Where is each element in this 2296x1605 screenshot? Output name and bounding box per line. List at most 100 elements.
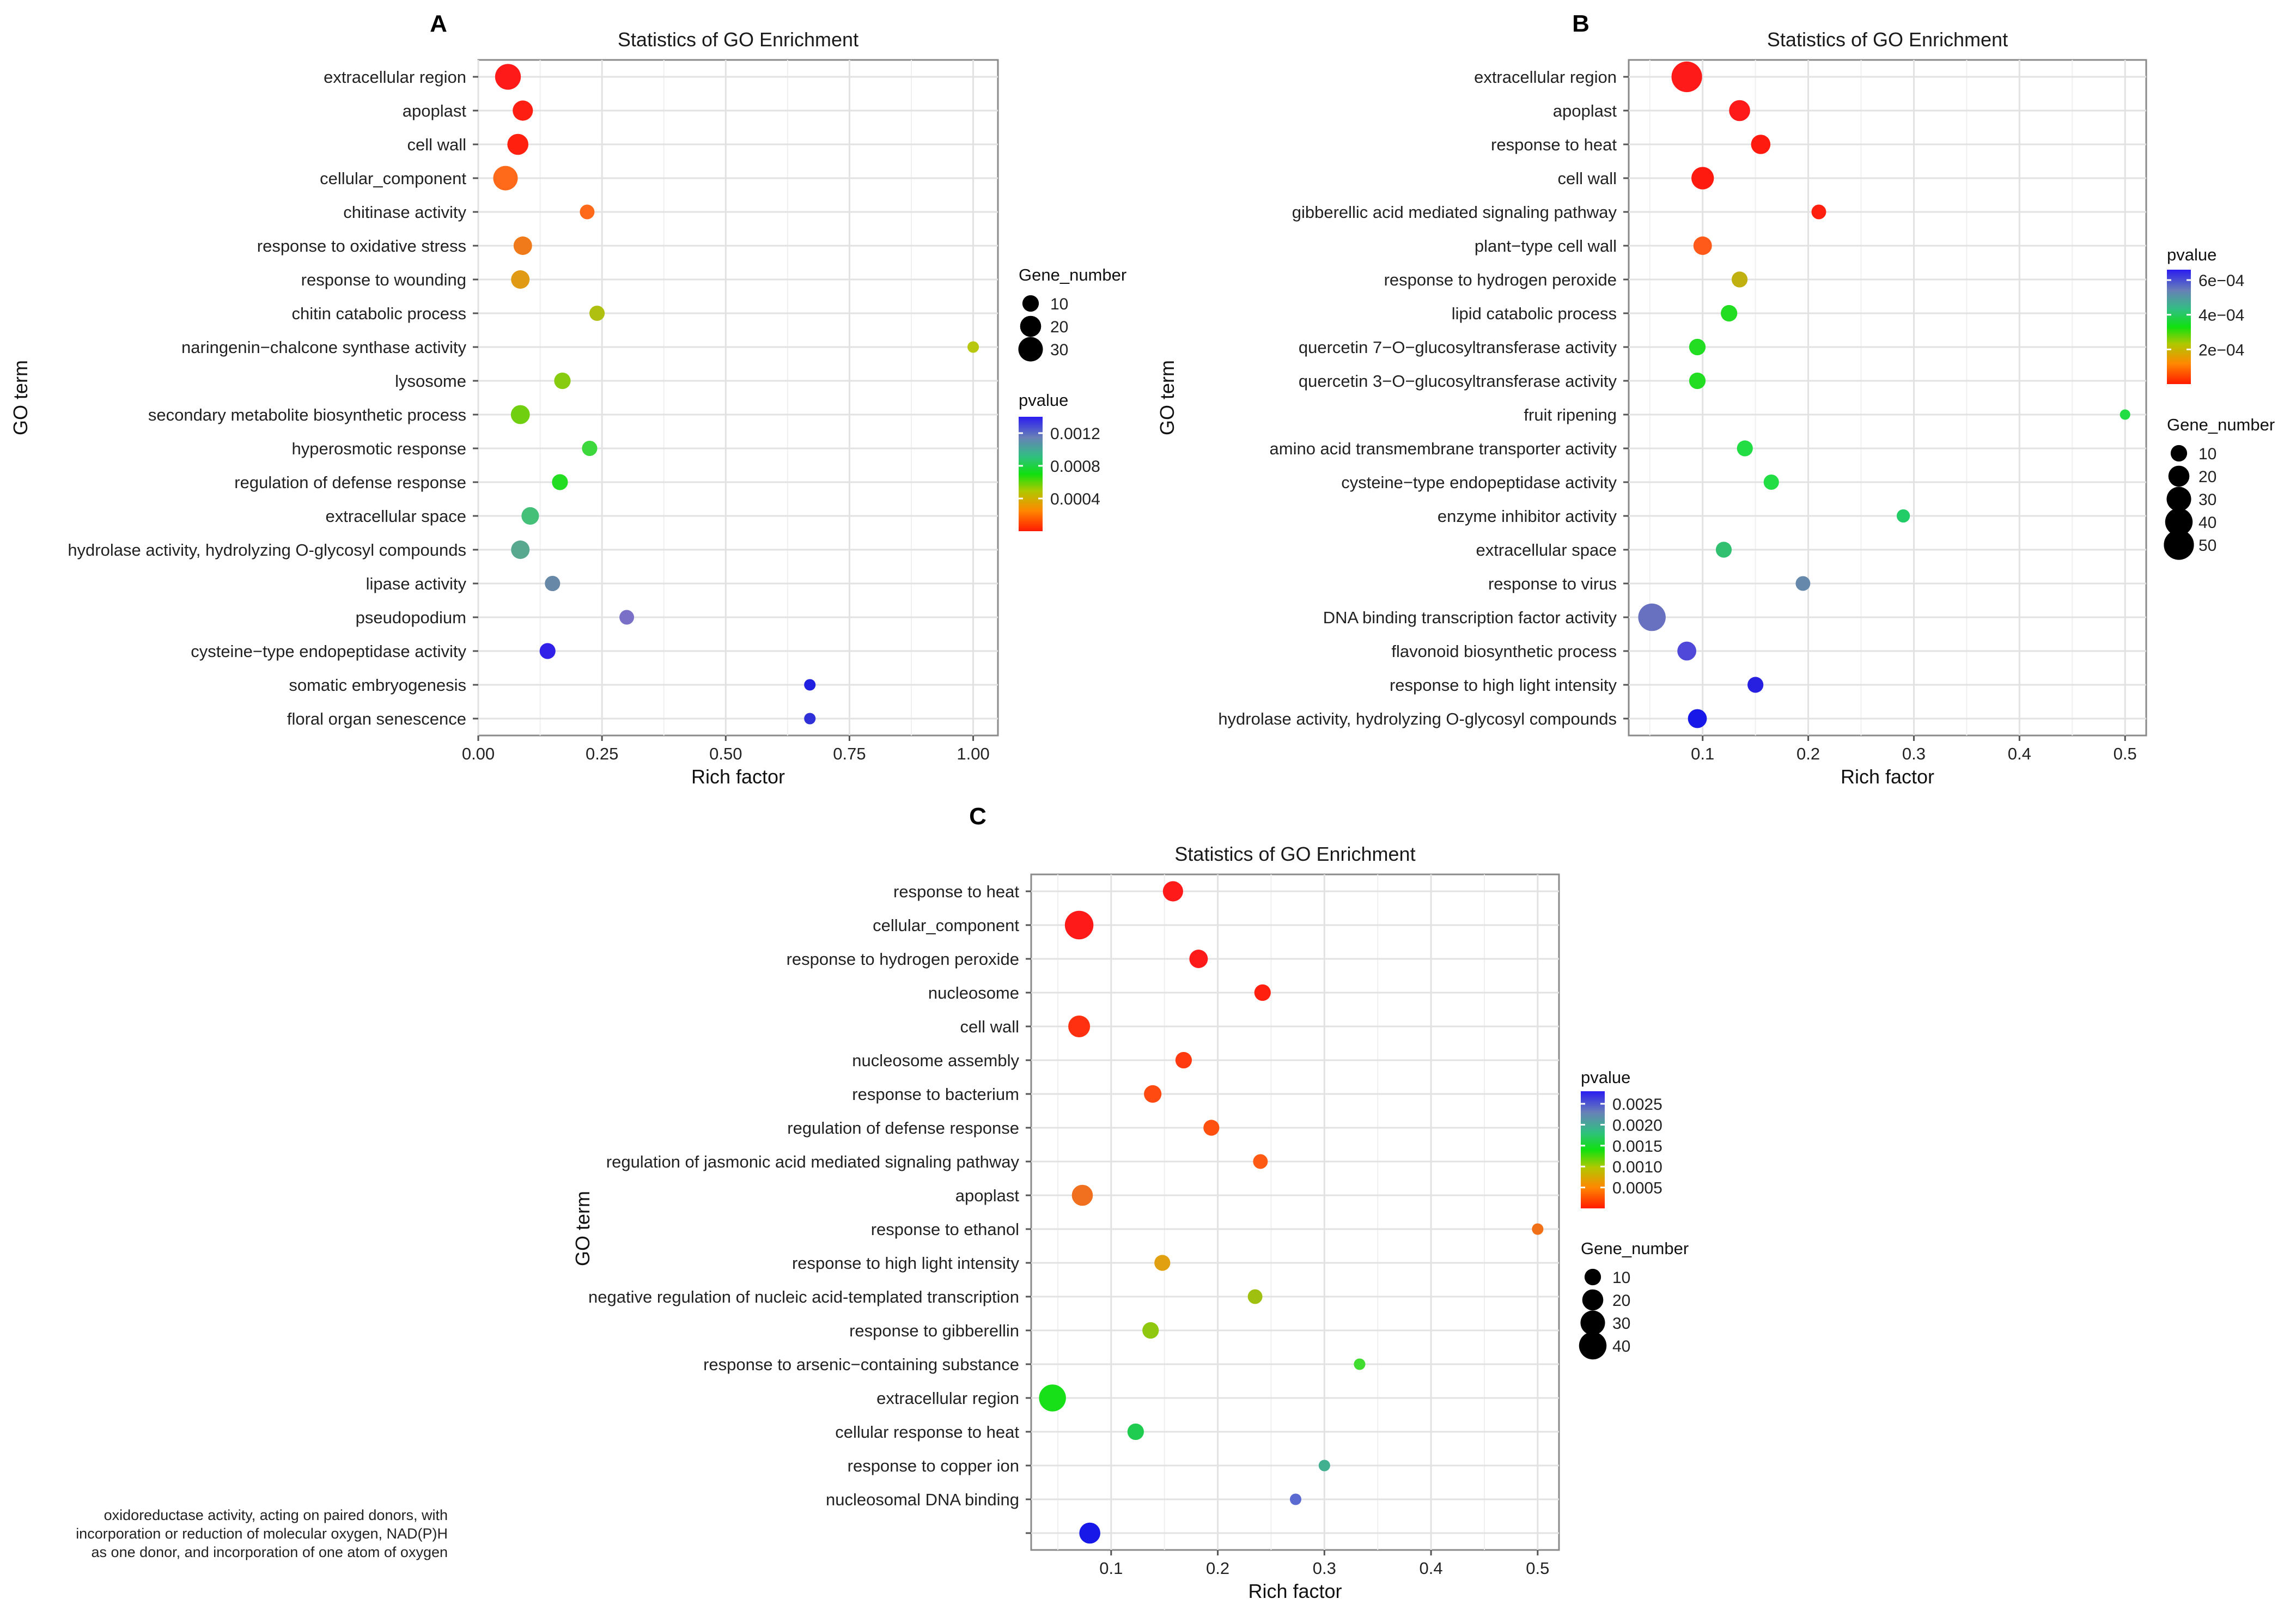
data-point [511, 270, 530, 289]
data-point [589, 305, 605, 321]
y-tick-label: response to high light intensity [1390, 676, 1617, 695]
data-point [1189, 950, 1208, 968]
data-point [1721, 305, 1738, 322]
y-tick-label: floral organ senescence [287, 709, 466, 728]
data-point [1763, 474, 1779, 490]
pvalue-colorbar [1581, 1091, 1605, 1208]
data-point [1811, 204, 1826, 220]
colorbar-label: 0.0010 [1612, 1158, 1662, 1176]
y-tick-label: hyperosmotic response [292, 439, 467, 458]
size-legend-key [1584, 1268, 1601, 1286]
panel-c: C Statistics of GO Enrichment 0.1 0.2 0.3 0.4… [76, 803, 1689, 1602]
data-point [1693, 236, 1712, 255]
x-tick-label: 0.00 [462, 744, 495, 763]
panel-a: A Statistics of GO Enrichment 0.00 0.25 0.50… [9, 10, 1126, 788]
y-tick-label: regulation of defense response [234, 473, 466, 492]
x-tick-label: 0.4 [1420, 1559, 1443, 1578]
pvalue-legend-title: pvalue [2167, 245, 2216, 264]
size-legend-key [2170, 445, 2188, 462]
colorbar-label: 4e−04 [2198, 307, 2244, 325]
y-tick-label: cellular_component [320, 169, 466, 188]
size-legend-label: 30 [1612, 1315, 1630, 1333]
x-tick-label: 0.1 [1691, 744, 1714, 763]
y-tick-label: response to oxidative stress [257, 236, 466, 256]
colorbar-label: 0.0025 [1612, 1096, 1662, 1114]
y-tick-label: response to wounding [301, 270, 466, 289]
size-legend-key [2164, 530, 2194, 560]
y-tick-label: apoplast [403, 101, 467, 120]
y-tick-label: extracellular region [1474, 68, 1617, 87]
size-legend-title: Gene_number [1581, 1239, 1689, 1258]
data-point [1677, 641, 1697, 661]
data-point [1079, 1522, 1100, 1544]
y-tick-label: apoplast [1553, 101, 1617, 120]
size-legend-label: 40 [1612, 1338, 1630, 1355]
x-tick-label: 1.00 [957, 744, 989, 763]
data-point [619, 610, 635, 625]
size-legend-label: 20 [2198, 468, 2216, 486]
y-tick-label: response to heat [893, 882, 1019, 901]
size-legend-title: Gene_number [2167, 415, 2275, 434]
y-tick-label: response to gibberellin [849, 1321, 1019, 1340]
data-point [1689, 338, 1706, 356]
y-tick-label: plant−type cell wall [1475, 236, 1617, 256]
y-tick-label: extracellular space [1476, 540, 1617, 560]
panel-letter: A [430, 10, 447, 37]
size-legend-label: 30 [2198, 491, 2216, 509]
data-point [521, 507, 539, 525]
y-tick-label: DNA binding transcription factor activit… [1323, 608, 1617, 627]
pvalue-legend: pvalue 0.0005 0.0010 0.0015 0.0020 0.0025 [1581, 1068, 1662, 1208]
data-point [1689, 372, 1706, 390]
colorbar-label: 0.0015 [1612, 1138, 1662, 1156]
y-tick-label: chitinase activity [343, 203, 466, 222]
colorbar-label: 0.0008 [1050, 458, 1100, 476]
data-point [1289, 1493, 1302, 1505]
x-tick-label: 0.5 [2114, 744, 2137, 763]
data-point [1064, 910, 1094, 940]
y-tick-label: fruit ripening [1524, 405, 1617, 424]
y-axis-label: GO term [571, 1191, 594, 1266]
y-tick-label: hydrolase activity, hydrolyzing O-glycos… [68, 540, 466, 560]
data-point [539, 643, 556, 659]
data-point [1715, 542, 1732, 558]
data-point [1039, 1384, 1066, 1412]
x-tick-label: 0.4 [2008, 744, 2031, 763]
chart-title: Statistics of GO Enrichment [618, 28, 858, 51]
y-tick-label: naringenin−chalcone synthase activity [181, 338, 467, 357]
plot-area [1030, 873, 1560, 1551]
y-tick-label: cellular response to heat [835, 1422, 1019, 1442]
pvalue-legend-title: pvalue [1019, 391, 1068, 410]
data-point [1142, 1322, 1159, 1339]
y-tick-label: cell wall [1557, 169, 1617, 188]
panel-b: B Statistics of GO Enrichment 0.1 0.2 0.3 0.4… [1156, 10, 2275, 788]
y-tick-label: response to hydrogen peroxide [787, 950, 1019, 969]
data-point [1795, 576, 1811, 591]
y-tick-label: nucleosome [928, 983, 1019, 1002]
data-point [1071, 1184, 1093, 1206]
y-tick-label: response to ethanol [871, 1220, 1019, 1239]
x-tick-label: 0.2 [1796, 744, 1820, 763]
y-tick-label: hydrolase activity, hydrolyzing O-glycos… [1218, 709, 1617, 728]
size-legend-key [1580, 1310, 1605, 1335]
data-point [1671, 61, 1702, 93]
size-legend-label: 30 [1050, 341, 1068, 359]
data-point [804, 679, 816, 691]
y-tick-label-line: oxidoreductase activity, acting on paire… [104, 1507, 448, 1523]
x-tick-label: 0.5 [1526, 1559, 1549, 1578]
x-tick-label: 0.1 [1099, 1559, 1123, 1578]
size-legend-title: Gene_number [1019, 265, 1126, 284]
y-tick-label: cell wall [960, 1017, 1019, 1036]
y-tick-label: response to arsenic−containing substance [703, 1355, 1019, 1374]
data-point [1253, 1154, 1268, 1169]
data-point [511, 540, 530, 559]
size-legend: Gene_number 10 20 30 [1018, 265, 1126, 362]
data-point [580, 204, 595, 220]
data-point [1896, 509, 1910, 523]
data-point [1688, 709, 1707, 728]
y-tick-label: response to hydrogen peroxide [1384, 270, 1617, 289]
y-tick-label: cellular_component [873, 916, 1019, 935]
data-point [513, 236, 532, 255]
data-point [1354, 1358, 1366, 1370]
data-point [545, 575, 561, 592]
y-tick-label: response to high light intensity [792, 1254, 1020, 1273]
